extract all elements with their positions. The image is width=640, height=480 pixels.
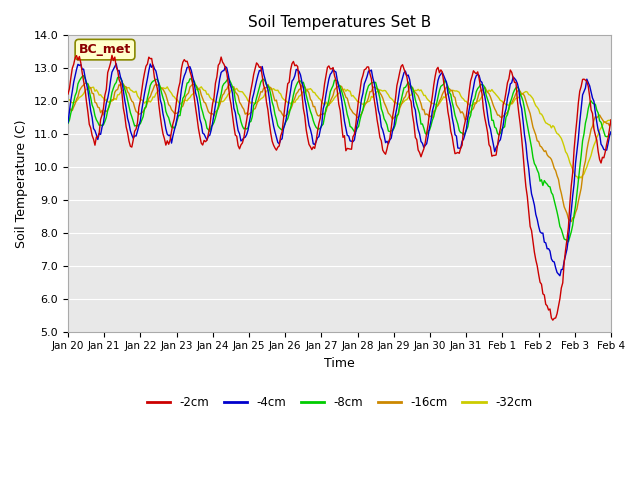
X-axis label: Time: Time [324, 357, 355, 370]
Title: Soil Temperatures Set B: Soil Temperatures Set B [248, 15, 431, 30]
Legend: -2cm, -4cm, -8cm, -16cm, -32cm: -2cm, -4cm, -8cm, -16cm, -32cm [142, 391, 537, 413]
Y-axis label: Soil Temperature (C): Soil Temperature (C) [15, 119, 28, 248]
Text: BC_met: BC_met [79, 43, 131, 56]
